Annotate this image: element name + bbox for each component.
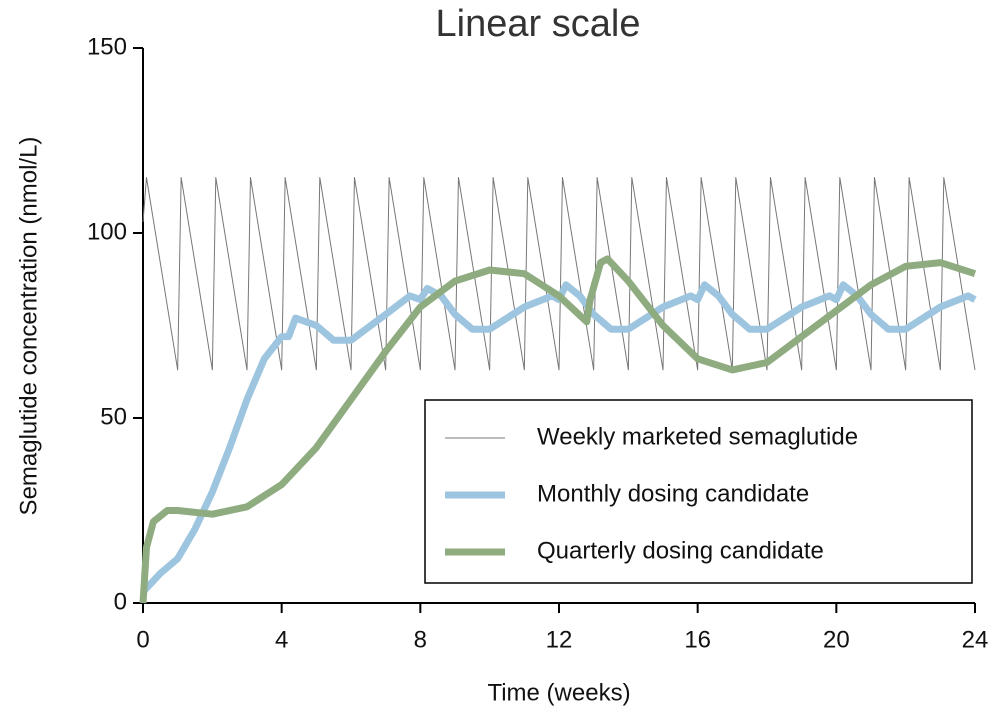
x-tick-label: 4 [275, 626, 288, 653]
y-tick-label: 0 [114, 588, 127, 615]
x-tick-label: 8 [414, 626, 427, 653]
y-tick-label: 50 [100, 403, 127, 430]
y-axis-label: Semaglutide concentration (nmol/L) [15, 137, 42, 516]
y-tick-label: 150 [87, 33, 127, 60]
legend-label: Monthly dosing candidate [537, 480, 809, 507]
legend-label: Weekly marketed semaglutide [537, 423, 858, 450]
legend: Weekly marketed semaglutide Monthly dosin… [424, 399, 973, 584]
series-line [139, 255, 977, 604]
y-tick-label: 100 [87, 218, 127, 245]
x-axis-label: Time (weeks) [487, 679, 630, 706]
x-tick-label: 24 [962, 626, 989, 653]
legend-box [424, 399, 973, 584]
legend-label: Quarterly dosing candidate [537, 537, 824, 564]
chart-title: Linear scale [436, 3, 641, 45]
x-tick-label: 16 [684, 626, 711, 653]
x-tick-label: 20 [823, 626, 850, 653]
x-tick-label: 12 [546, 626, 573, 653]
x-tick-label: 0 [136, 626, 149, 653]
series-line [142, 177, 976, 371]
